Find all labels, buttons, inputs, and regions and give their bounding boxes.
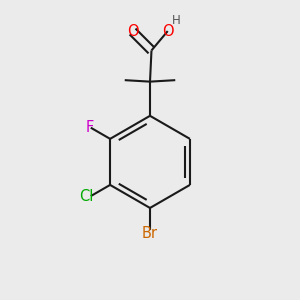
Text: O: O [127,24,138,39]
Text: H: H [172,14,181,27]
Text: Br: Br [142,226,158,241]
Text: O: O [162,24,173,39]
Text: F: F [85,120,93,135]
Text: Cl: Cl [79,189,94,204]
